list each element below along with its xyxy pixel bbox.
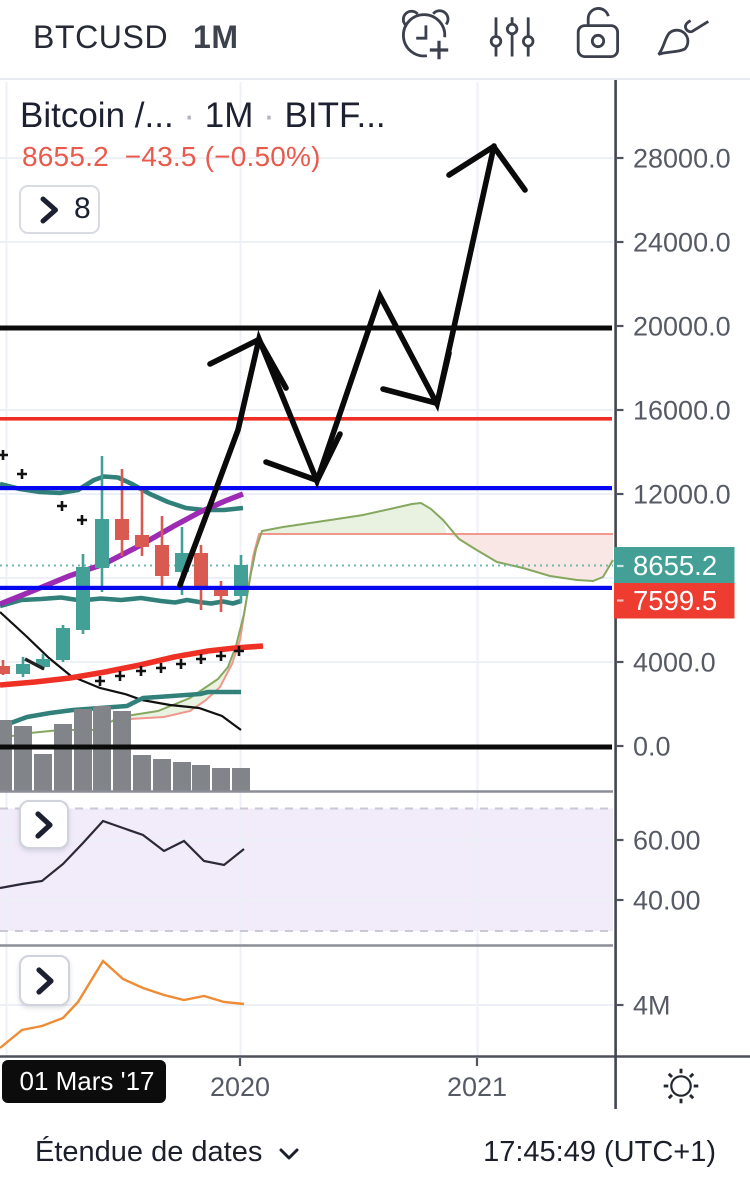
- svg-text:40.00: 40.00: [633, 886, 701, 916]
- svg-text:2020: 2020: [210, 1072, 270, 1102]
- svg-text:7599.5: 7599.5: [633, 585, 717, 616]
- svg-text:01 Mars '17: 01 Mars '17: [19, 1066, 154, 1096]
- svg-text:28000.0: 28000.0: [633, 144, 731, 174]
- svg-text:20000.0: 20000.0: [633, 312, 731, 342]
- svg-text:8655.2: 8655.2: [633, 550, 717, 581]
- svg-text:60.00: 60.00: [633, 826, 701, 856]
- svg-text:4M: 4M: [633, 991, 671, 1021]
- svg-text:2021: 2021: [447, 1072, 507, 1102]
- svg-text:0.0: 0.0: [633, 732, 671, 762]
- svg-text:24000.0: 24000.0: [633, 228, 731, 258]
- svg-text:16000.0: 16000.0: [633, 396, 731, 426]
- svg-text:4000.0: 4000.0: [633, 648, 716, 678]
- svg-text:12000.0: 12000.0: [633, 480, 731, 510]
